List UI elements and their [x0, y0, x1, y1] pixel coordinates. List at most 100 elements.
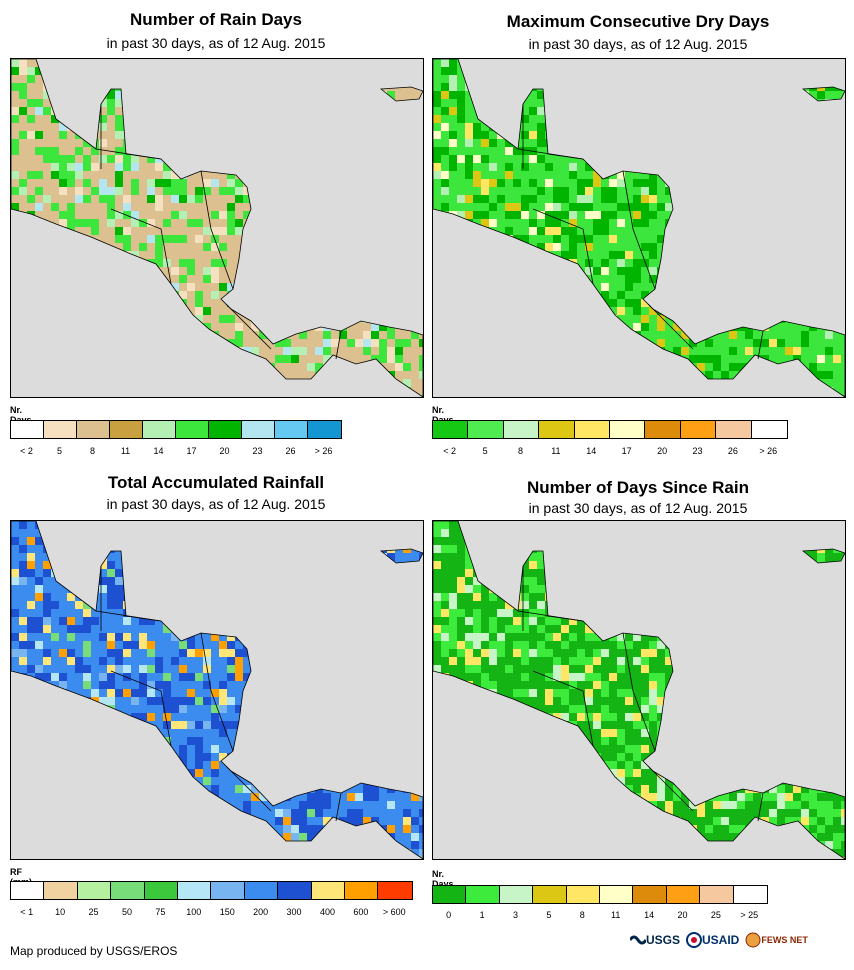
- legend-tick-label: 400: [319, 907, 335, 917]
- map-days-since-rain: [432, 520, 846, 860]
- legend-swatch: [308, 421, 341, 438]
- usgs-logo: USGS: [630, 933, 680, 947]
- panel-subtitle: in past 30 days, as of 12 Aug. 2015: [528, 36, 748, 52]
- legend-swatch: [539, 421, 575, 438]
- panel-subtitle: in past 30 days, as of 12 Aug. 2015: [106, 35, 326, 51]
- legend-swatch: [680, 421, 717, 438]
- country-border: [647, 765, 694, 812]
- legend-swatch: [599, 886, 634, 903]
- legend-tick-label: 14: [644, 910, 655, 920]
- legend-swatch: [111, 882, 145, 899]
- legend-tick-label: > 25: [740, 910, 759, 920]
- legend-tick-label: 3: [512, 910, 519, 920]
- legend-ticks: < 2 5 8 11 14 17 20 23 26 > 26: [432, 446, 786, 458]
- legend-swatch: [503, 421, 540, 438]
- legend-swatch: [242, 421, 275, 438]
- legend-swatch: [110, 421, 143, 438]
- legend-tick-label: 26: [727, 446, 738, 456]
- legend-swatch: [278, 882, 312, 899]
- legend-swatch: [11, 882, 45, 899]
- legend-tick-label: < 2: [20, 446, 33, 456]
- legend-tick-label: 8: [579, 910, 585, 920]
- country-border: [622, 170, 656, 290]
- legend-tick-label: 75: [155, 907, 166, 917]
- legend-tick-label: 11: [611, 910, 621, 920]
- country-border: [110, 670, 172, 747]
- coastline: [379, 548, 423, 564]
- legend-swatch: [178, 882, 212, 899]
- legend-tick-label: 20: [657, 446, 668, 456]
- legend-swatch: [44, 421, 77, 438]
- map-rainfall: [10, 520, 424, 860]
- legend-title: Nr. Days: [432, 869, 454, 889]
- land-grid: [433, 521, 845, 859]
- legend-swatch: [77, 421, 110, 438]
- legend-ticks: < 1 10 25 50 75 100 150 200 300 400 600 > 600: [10, 907, 411, 919]
- country-border: [757, 792, 764, 822]
- country-border: [335, 792, 342, 822]
- legend-swatch: [751, 421, 787, 438]
- legend-swatch: [176, 421, 209, 438]
- legend-swatch: [311, 882, 346, 899]
- legend-tick-label: 26: [285, 446, 296, 456]
- legend-tick-label: 25: [88, 907, 99, 917]
- legend-tick-label: 23: [692, 446, 703, 456]
- panel-subtitle: in past 30 days, as of 12 Aug. 2015: [528, 500, 748, 516]
- usaid-logo: USAID: [686, 932, 739, 948]
- fews-globe-icon: [745, 932, 761, 948]
- legend-dry-days: [432, 420, 788, 439]
- legend-tick-label: 1: [479, 910, 485, 920]
- panel-title: Total Accumulated Rainfall: [107, 473, 325, 492]
- legend-swatch: [533, 886, 567, 903]
- panel-title: Number of Days Since Rain: [526, 478, 749, 497]
- legend-tick-label: 25: [710, 910, 721, 920]
- legend-swatch: [566, 886, 600, 903]
- usgs-wave-icon: [630, 935, 646, 945]
- legend-swatch: [77, 882, 112, 899]
- legend-tick-label: 11: [120, 446, 131, 456]
- legend-tick-label: < 2: [443, 446, 457, 456]
- legend-tick-label: 8: [517, 446, 524, 456]
- legend-tick-label: 20: [219, 446, 230, 456]
- country-border: [200, 170, 234, 290]
- legend-tick-label: 17: [186, 446, 197, 456]
- legend-ticks: < 2 5 8 11 14 17 20 23 26 > 26: [10, 446, 340, 458]
- legend-tick-label: > 600: [382, 907, 406, 917]
- country-border: [225, 303, 272, 350]
- fews-logo: FEWS NET: [745, 932, 808, 948]
- legend-swatch: [666, 886, 701, 903]
- legend-tick-label: 50: [121, 907, 132, 917]
- legend-swatch: [733, 886, 767, 903]
- country-border: [622, 632, 656, 752]
- country-border: [517, 148, 584, 160]
- legend-swatch: [433, 421, 469, 438]
- legend-swatch: [609, 421, 646, 438]
- country-border: [532, 670, 594, 747]
- legend-tick-label: < 1: [20, 907, 34, 917]
- legend-tick-label: 20: [677, 910, 688, 920]
- land-grid: [11, 521, 423, 859]
- land-grid: [433, 59, 845, 397]
- legend-tick-label: 300: [286, 907, 302, 917]
- map-canvas: [11, 521, 423, 859]
- legend-tick-label: 200: [253, 907, 269, 917]
- legend-swatch: [211, 882, 245, 899]
- country-border: [95, 148, 162, 160]
- legend-tick-label: > 26: [314, 446, 333, 456]
- map-canvas: [11, 59, 423, 397]
- map-canvas: [433, 521, 845, 859]
- legend-tick-label: > 26: [759, 446, 778, 456]
- legend-swatch: [244, 882, 279, 899]
- country-border: [335, 330, 342, 360]
- map-canvas: [433, 59, 845, 397]
- legend-tick-label: 600: [353, 907, 369, 917]
- country-border: [517, 610, 584, 622]
- legend-swatch: [144, 882, 179, 899]
- legend-swatch: [209, 421, 242, 438]
- legend-ticks: 0 1 3 5 8 11 14 20 25 > 25: [432, 910, 766, 922]
- credit-text: Map produced by USGS/EROS: [10, 944, 178, 958]
- legend-tick-label: 11: [551, 446, 561, 456]
- country-border: [532, 208, 594, 285]
- panel-title: Maximum Consecutive Dry Days: [506, 12, 770, 31]
- country-border: [225, 765, 272, 812]
